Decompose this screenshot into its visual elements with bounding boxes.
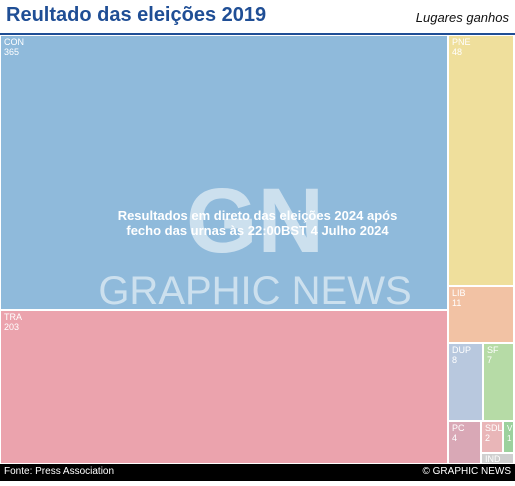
tile-label-pne: PNE [452,37,471,47]
tile-label-pc: PC [452,423,465,433]
tile-label-tra: TRA [4,312,22,322]
tile-sf: SF7 [484,344,513,420]
tile-rect-tra [1,311,447,463]
tile-value-lib: 11 [452,298,461,308]
tile-v: V1 [504,422,513,452]
tile-label-ind: IND [485,454,501,464]
chart-title: Reultado das eleições 2019 [6,4,267,26]
tile-rect-sf [484,344,513,420]
tile-value-pc: 4 [452,433,457,443]
tile-rect-pne [449,36,513,285]
tile-rect-con [1,36,447,309]
tile-label-dup: DUP [452,345,471,355]
tile-value-tra: 203 [4,322,19,332]
tile-label-lib: LIB [452,288,466,298]
tile-value-dup: 8 [452,355,457,365]
tile-value-sdlp: 2 [485,433,490,443]
tile-label-sf: SF [487,345,499,355]
tile-pc: PC4 [449,422,480,463]
tile-value-v: 1 [507,434,512,443]
tile-rect-pc [449,422,480,463]
source-note: Fonte: Press Association [4,466,115,477]
tile-rect-sdlp [482,422,502,452]
tile-rect-lib [449,287,513,342]
tile-label-v: V [507,424,513,433]
tile-rect-v [504,422,513,452]
tile-rect-dup [449,344,482,420]
title-rule [0,33,515,35]
tile-label-con: CON [4,37,24,47]
tile-label-sdlp: SDL [485,423,503,433]
copyright-credit: © GRAPHIC NEWS [422,466,512,477]
chart-header: Reultado das eleições 2019 Lugares ganho… [0,0,515,35]
tile-value-sf: 7 [487,355,492,365]
treemap-chart: CON365TRA203PNE48LIB11DUP8SF7PC4SDL2V1IN… [1,36,513,464]
chart-footer: Fonte: Press Association © GRAPHIC NEWS [0,464,515,481]
tile-value-con: 365 [4,47,19,57]
tile-value-pne: 48 [452,47,462,57]
tile-ind: IND [482,454,513,464]
chart-subtitle: Lugares ganhos [415,10,509,25]
tile-rect-ind [482,454,513,463]
